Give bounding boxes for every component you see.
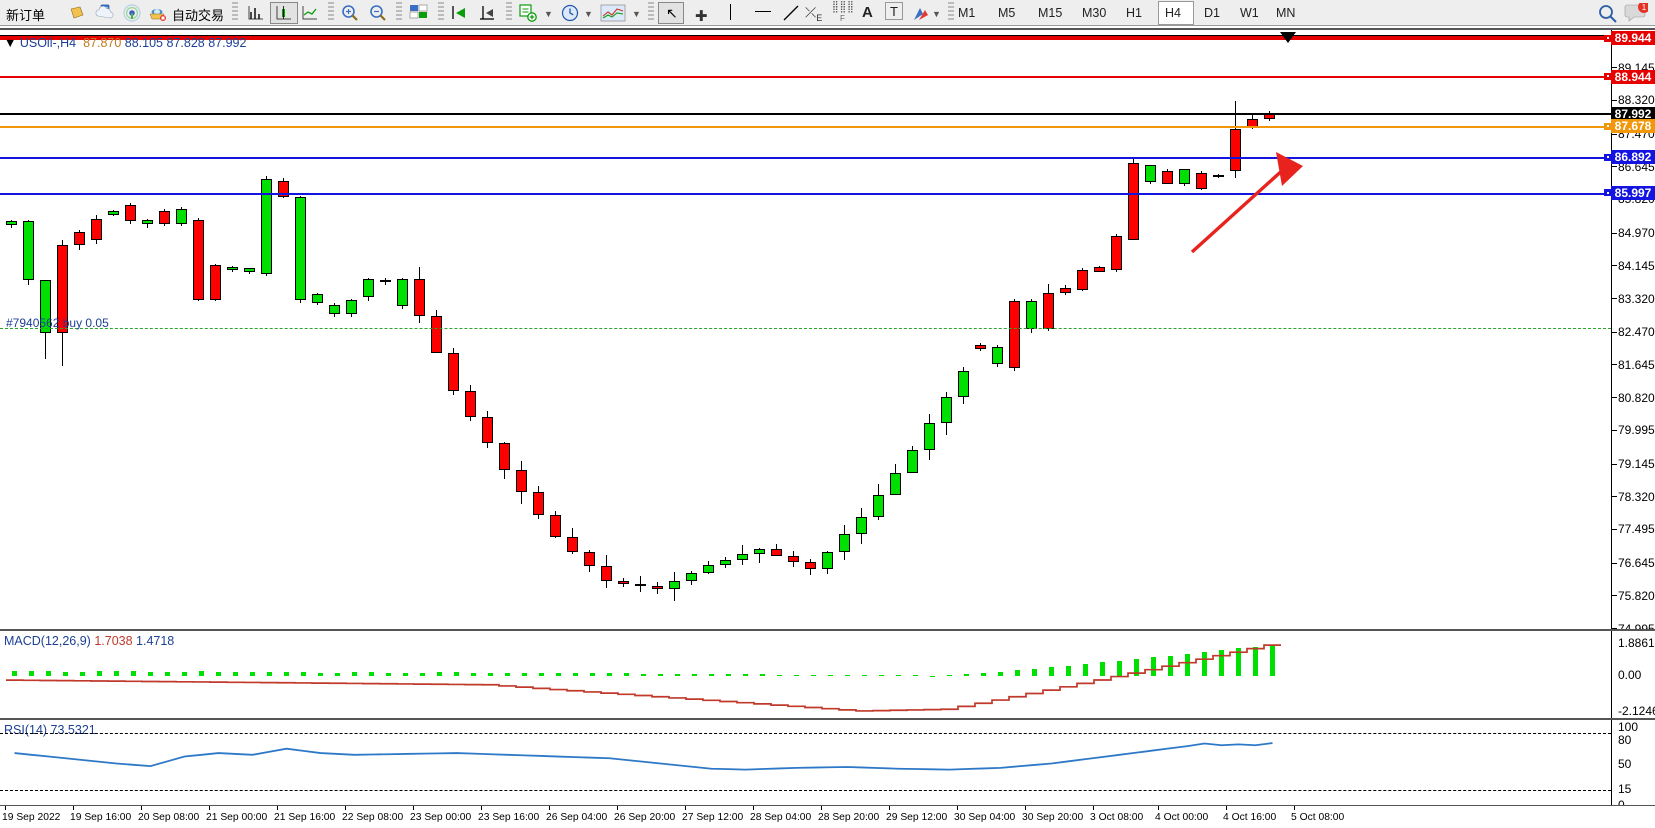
svg-text:1: 1 — [1642, 3, 1647, 12]
